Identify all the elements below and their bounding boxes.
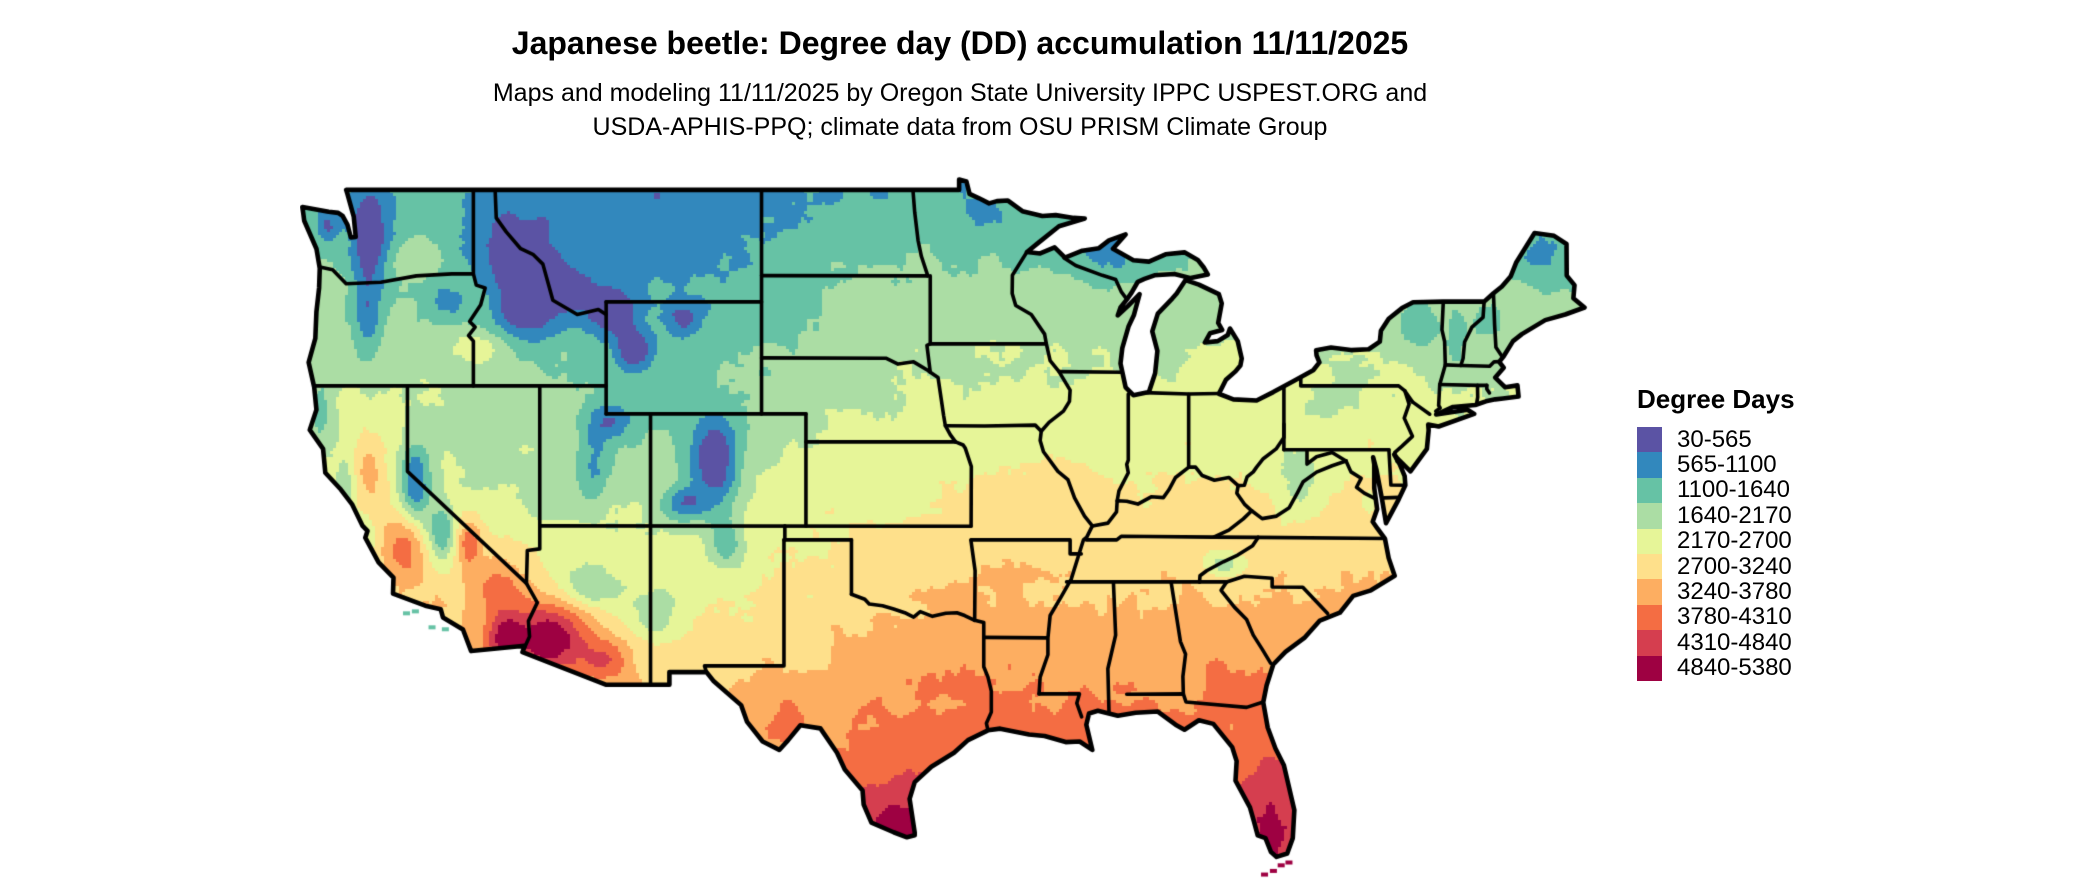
legend-label: 4310-4840 bbox=[1677, 628, 1792, 656]
legend-label: 2170-2700 bbox=[1677, 527, 1792, 555]
legend-swatch bbox=[1637, 630, 1662, 656]
legend-label: 30-565 bbox=[1677, 425, 1752, 453]
map-title: Japanese beetle: Degree day (DD) accumul… bbox=[511, 25, 1409, 61]
legend-swatch bbox=[1637, 427, 1662, 453]
header: Japanese beetle: Degree day (DD) accumul… bbox=[0, 24, 1920, 144]
legend-entry: 565-1100 bbox=[1637, 451, 1795, 479]
legend-entry: 3780-4310 bbox=[1637, 603, 1795, 631]
legend-swatch bbox=[1637, 553, 1662, 580]
legend-swatch bbox=[1637, 452, 1662, 478]
legend-entry: 4840-5380 bbox=[1637, 654, 1795, 682]
legend-label: 3780-4310 bbox=[1677, 603, 1792, 631]
legend-label: 3240-3780 bbox=[1677, 578, 1792, 606]
legend-entry: 2700-3240 bbox=[1637, 552, 1795, 580]
map-subtitle-line1: Maps and modeling 11/11/2025 by Oregon S… bbox=[492, 79, 1428, 107]
legend-swatch bbox=[1637, 528, 1662, 554]
legend-entry: 1640-2170 bbox=[1637, 501, 1795, 529]
legend-swatch bbox=[1637, 579, 1662, 605]
legend-label: 565-1100 bbox=[1677, 451, 1777, 479]
legend-label: 1640-2170 bbox=[1677, 501, 1792, 529]
legend-title: Degree Days bbox=[1637, 384, 1795, 414]
legend-swatch bbox=[1637, 655, 1662, 681]
legend-entry: 30-565 bbox=[1637, 425, 1795, 453]
legend-label: 1100-1640 bbox=[1677, 476, 1790, 504]
legend-label: 2700-3240 bbox=[1677, 552, 1792, 580]
legend-entry: 1100-1640 bbox=[1637, 476, 1795, 504]
legend-swatch bbox=[1637, 477, 1662, 504]
us-degree-day-map bbox=[300, 172, 1600, 890]
legend-entries: 30-565 565-1100 1100-1640 1640-2170 2170-270… bbox=[1637, 425, 1795, 682]
legend-entry: 3240-3780 bbox=[1637, 578, 1795, 606]
legend-swatch bbox=[1637, 604, 1662, 631]
legend-swatch bbox=[1637, 503, 1662, 529]
map-subtitle: Maps and modeling 11/11/2025 by Oregon S… bbox=[0, 76, 1920, 144]
map-subtitle-line2: USDA-APHIS-PPQ; climate data from OSU PR… bbox=[592, 113, 1328, 141]
legend: Degree Days 30-565 565-1100 1100-1640 1640-… bbox=[1637, 384, 1795, 681]
legend-entry: 2170-2700 bbox=[1637, 527, 1795, 555]
legend-entry: 4310-4840 bbox=[1637, 628, 1795, 656]
legend-label: 4840-5380 bbox=[1677, 654, 1792, 682]
